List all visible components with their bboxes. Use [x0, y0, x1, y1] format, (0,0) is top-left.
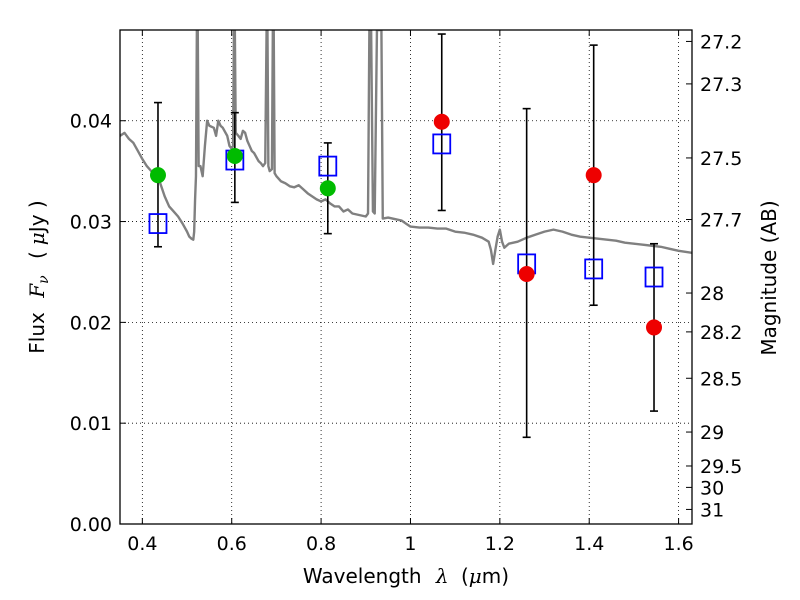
observed-point [149, 167, 166, 184]
y2-tick-label: 29 [700, 422, 724, 444]
y2-tick-label: 28.2 [700, 322, 742, 344]
y2-tick-label: 27.5 [700, 148, 742, 170]
y2-tick-label: 31 [700, 499, 724, 521]
y2-tick-label: 28 [700, 283, 724, 305]
y-axis-label: Flux [25, 312, 49, 354]
marker-layer [148, 113, 664, 336]
y2-tick-label: 27.2 [700, 31, 742, 53]
x-tick-label: 1.4 [574, 533, 604, 555]
x-tick-label: 0.4 [127, 533, 157, 555]
x-tick-label: 0.8 [306, 533, 336, 555]
model-point [148, 213, 168, 234]
x-tick-label: 1 [404, 533, 416, 555]
model-point [318, 155, 338, 177]
model-point [644, 266, 664, 288]
x-axis-symbol: λ [435, 564, 449, 588]
observed-point [319, 180, 336, 197]
model-point [584, 258, 604, 280]
y-tick-label: 0.02 [70, 312, 112, 334]
observed-point [585, 167, 602, 184]
y2-tick-label: 29.5 [700, 456, 742, 478]
y-tick-label: 0.00 [70, 514, 112, 536]
x-tick-label: 0.6 [217, 533, 247, 555]
spectrum-line [120, 30, 692, 266]
y2-tick-label: 28.5 [700, 368, 742, 390]
y-axis-symbol: F [25, 283, 49, 299]
y-tick-label: 0.03 [70, 212, 112, 234]
x-axis-label: Wavelength [303, 564, 422, 588]
x-axis-unit-mu: μ [469, 564, 482, 588]
x-tick-label: 1.6 [663, 533, 693, 555]
y2-tick-label: 27.7 [700, 210, 742, 232]
y-axis-unit-open: ( [25, 251, 49, 259]
observed-point [433, 113, 450, 130]
y-axis-unit-mu: μ [25, 232, 49, 245]
spectrum-layer [120, 30, 692, 266]
x-axis-unit-rest: m) [482, 564, 509, 588]
observed-point [646, 319, 663, 336]
plot-frame [119, 29, 693, 525]
y-tick-label: 0.04 [70, 111, 112, 133]
y2-tick-label: 27.3 [700, 74, 742, 96]
observed-point [518, 265, 535, 282]
model-point [432, 133, 452, 155]
tick-layer: 0.4 0.6 0.8 1 1.2 1.4 1.6 0.00 0.01 0.02 0.03 0.04 2… [70, 30, 742, 555]
y2-tick-label: 30 [700, 477, 724, 499]
x-axis-title: Wavelength λ (μm) [303, 564, 509, 588]
y-axis-title: Flux Fν ( μJy ) [25, 200, 53, 353]
grid [120, 30, 692, 524]
y-axis-unit-rest: Jy ) [25, 200, 49, 234]
y-axis-subscript: ν [36, 275, 52, 284]
x-tick-label: 1.2 [485, 533, 515, 555]
y-tick-label: 0.01 [70, 413, 112, 435]
observed-point [226, 148, 243, 165]
y2-axis-title: Magnitude (AB) [757, 200, 781, 355]
x-axis-unit-open: ( [461, 564, 469, 588]
